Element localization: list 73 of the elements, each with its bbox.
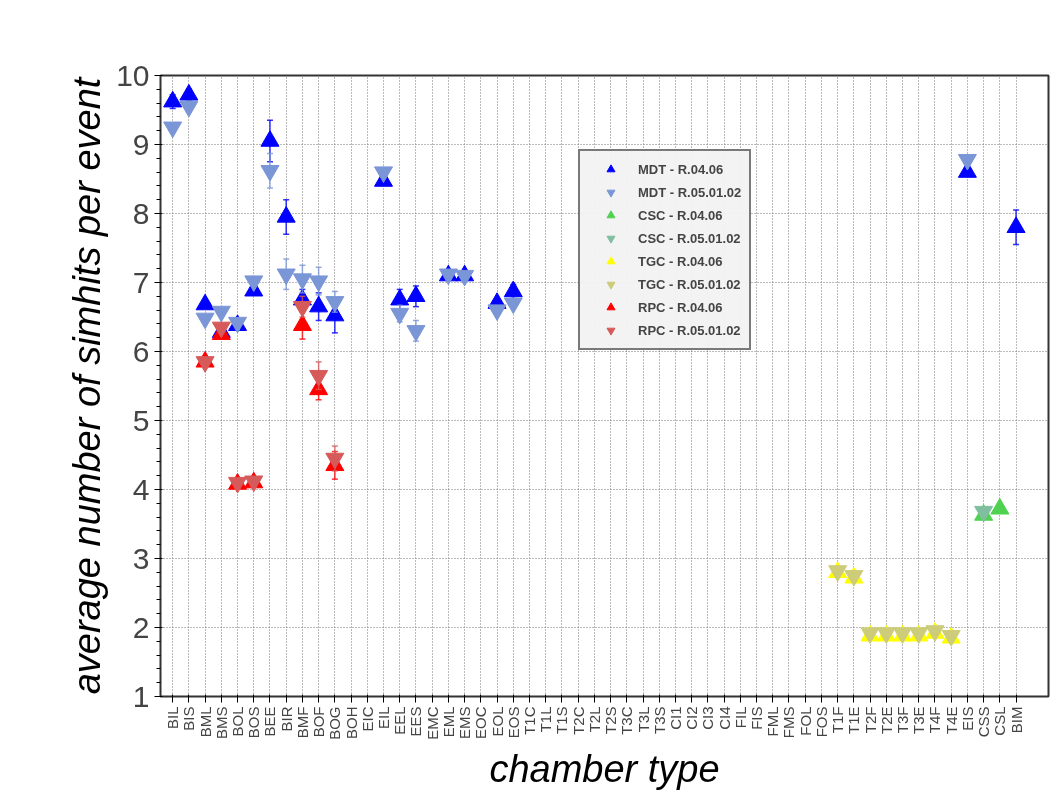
y-tick-label: 7 <box>132 265 150 299</box>
x-axis-title: chamber type <box>489 747 720 790</box>
y-tick-label: 9 <box>132 127 150 161</box>
x-tick-label: T2S <box>602 706 620 735</box>
y-tick-label: 2 <box>132 610 150 644</box>
x-tick-label: T2C <box>569 706 587 735</box>
legend-label: TGC - R.04.06 <box>638 253 723 269</box>
x-tick-label: T1C <box>520 706 538 735</box>
y-axis-title: average number of simhits per event <box>66 76 109 695</box>
x-tick-label: FML <box>764 706 782 737</box>
legend-label: CSC - R.04.06 <box>638 207 723 223</box>
legend-label: TGC - R.05.01.02 <box>638 276 741 292</box>
x-tick-label: BOL <box>229 706 247 737</box>
x-tick-label: EIS <box>958 706 976 731</box>
x-tick-label: EMC <box>423 706 441 740</box>
y-tick-label: 5 <box>132 403 150 437</box>
x-tick-label: T4E <box>942 706 960 735</box>
x-tick-label: FMS <box>780 706 798 739</box>
x-tick-label: BOH <box>342 706 360 739</box>
legend-label: CSC - R.05.01.02 <box>638 230 741 246</box>
x-tick-label: T1E <box>845 706 863 735</box>
x-tick-label: FOL <box>796 706 814 736</box>
x-tick-label: BIL <box>164 706 182 730</box>
x-tick-label: CI3 <box>699 706 717 730</box>
x-tick-label: EOC <box>472 706 490 739</box>
x-tick-label: BEE <box>261 706 279 737</box>
y-tick-label: 4 <box>132 472 150 506</box>
x-tick-label: BOG <box>326 706 344 740</box>
x-tick-label: T2E <box>877 706 895 735</box>
y-tick-label: 8 <box>132 196 150 230</box>
y-tick-label: 3 <box>132 541 150 575</box>
y-tick-label: 10 <box>116 58 150 92</box>
x-tick-label: T1F <box>829 706 847 734</box>
x-tick-label: EOS <box>504 706 522 739</box>
x-tick-label: T3C <box>618 706 636 735</box>
x-tick-label: CSL <box>991 706 1009 736</box>
legend-label: MDT - R.05.01.02 <box>638 184 742 200</box>
x-tick-label: FIL <box>731 706 749 729</box>
y-tick-label: 6 <box>132 334 150 368</box>
legend-label: RPC - R.04.06 <box>638 299 723 315</box>
x-tick-label: BOS <box>245 706 263 739</box>
x-tick-label: CI4 <box>715 706 733 730</box>
x-tick-label: CI1 <box>666 706 684 730</box>
x-tick-label: EIL <box>375 706 393 730</box>
x-tick-label: FIS <box>748 706 766 730</box>
x-tick-label: EML <box>439 706 457 738</box>
x-tick-label: BMF <box>293 706 311 739</box>
x-tick-label: BOF <box>310 706 328 738</box>
x-tick-label: CSS <box>975 706 993 738</box>
x-tick-label: T2F <box>861 706 879 734</box>
x-tick-label: T2L <box>585 706 603 733</box>
x-tick-label: T3F <box>894 706 912 734</box>
x-tick-label: EMS <box>456 706 474 739</box>
legend-label: RPC - R.05.01.02 <box>638 322 741 338</box>
x-tick-label: T3S <box>650 706 668 735</box>
y-tick-label: 1 <box>132 679 150 713</box>
legend-label: MDT - R.04.06 <box>638 161 724 177</box>
x-tick-label: T1L <box>537 706 555 733</box>
x-tick-label: T3L <box>634 706 652 733</box>
x-tick-label: BIS <box>180 706 198 731</box>
x-tick-label: EIC <box>358 706 376 732</box>
x-tick-label: T1S <box>553 706 571 735</box>
x-tick-label: EES <box>407 706 425 737</box>
x-tick-label: FOS <box>812 706 830 738</box>
x-tick-label: BIR <box>277 706 295 732</box>
x-tick-label: CI2 <box>683 706 701 730</box>
x-tick-label: T4F <box>926 706 944 734</box>
x-tick-label: T3E <box>910 706 928 735</box>
x-tick-label: EOL <box>488 706 506 737</box>
x-tick-label: BIM <box>1007 706 1025 734</box>
x-tick-label: BMS <box>212 706 230 739</box>
x-tick-label: EEL <box>391 706 409 735</box>
x-tick-label: BML <box>196 706 214 738</box>
